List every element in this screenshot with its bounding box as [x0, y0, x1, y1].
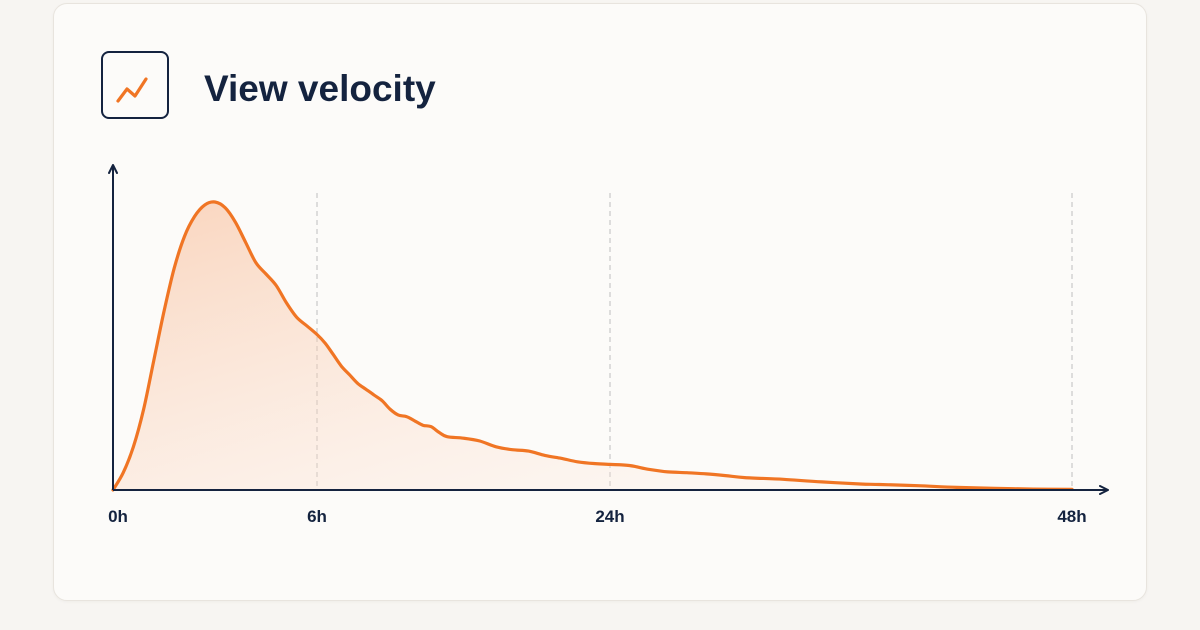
trending-up-icon [116, 77, 148, 103]
x-tick-label-24h: 24h [595, 507, 624, 526]
velocity-area-fill [113, 201, 1072, 491]
chart-type-badge [101, 51, 169, 119]
x-tick-label-6h: 6h [307, 507, 327, 526]
velocity-series-line [111, 200, 1074, 492]
x-tick-labels: 0h 6h 24h 48h [108, 507, 1087, 526]
x-tick-label-0h: 0h [108, 507, 128, 526]
x-tick-label-48h: 48h [1057, 507, 1086, 526]
chart-title: View velocity [204, 68, 436, 109]
